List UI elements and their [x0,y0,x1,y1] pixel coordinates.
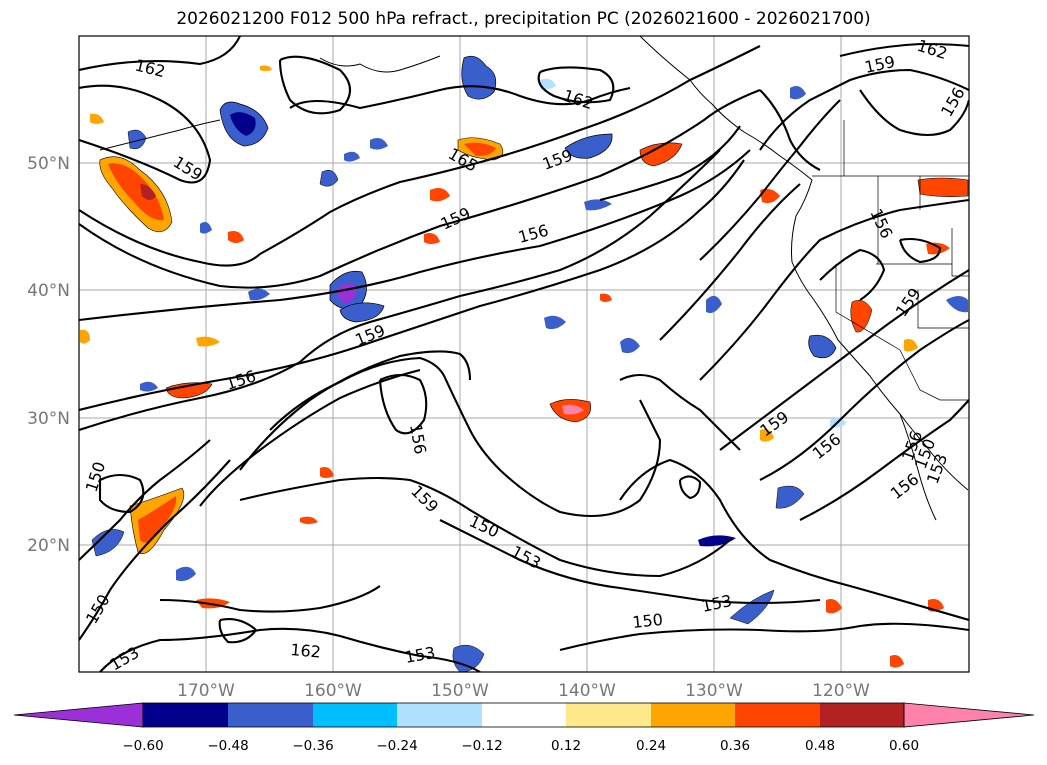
colorbar-segment [566,703,651,727]
contour-label: 150 [631,610,663,632]
colorbar-segment [313,703,397,727]
lat-label: 30°N [27,409,70,429]
colorbar-tick-label: 0.36 [720,738,750,754]
colorbar-tick-label: −0.48 [207,738,248,754]
colorbar-segment [735,703,820,727]
colorbar-segment [228,703,313,727]
colorbar-tick-label: 0.48 [805,738,835,754]
colorbar-segment [143,703,228,727]
lat-label: 50°N [27,154,70,174]
lon-label: 170°W [177,681,235,701]
colorbar-tick-label: −0.12 [461,738,502,754]
colorbar-tick-label: −0.24 [376,738,417,754]
precip-positive-areas [80,65,969,668]
colorbar-tick-label: 0.24 [636,738,666,754]
precip-negative-areas [91,55,968,672]
colorbar-tick-label: −0.36 [292,738,333,754]
contour-label: 162 [290,640,322,662]
colorbar-extend-high [903,702,1035,728]
colorbar-tick-label: −0.60 [122,738,163,754]
refractivity-contours [79,36,969,672]
latitude-labels: 50°N 40°N 30°N 20°N [27,154,70,556]
colorbar-tick-label: 0.12 [551,738,581,754]
coastline [99,36,969,521]
lat-label: 20°N [27,536,70,556]
colorbar-extend-low [13,702,144,728]
lat-label: 40°N [27,281,70,301]
gridlines [79,36,969,672]
colorbar-segment [397,703,482,727]
colorbar-tick-label: 0.60 [889,738,919,754]
map-frame [78,35,970,673]
lon-label: 150°W [431,681,489,701]
political-borders [812,120,969,401]
colorbar-segment [651,703,735,727]
map-title: 2026021200 F012 500 hPa refract., precip… [176,9,871,29]
longitude-labels: 170°W 160°W 150°W 140°W 130°W 120°W [177,681,870,701]
lon-label: 130°W [685,681,743,701]
lon-label: 140°W [558,681,616,701]
map-panel [79,36,969,672]
colorbar-segment [482,703,566,727]
colorbar: −0.60 −0.48 −0.36 −0.24 −0.12 0.12 0.24 … [13,702,1035,754]
lon-label: 160°W [304,681,362,701]
colorbar-segment [820,703,904,727]
lon-label: 120°W [812,681,870,701]
